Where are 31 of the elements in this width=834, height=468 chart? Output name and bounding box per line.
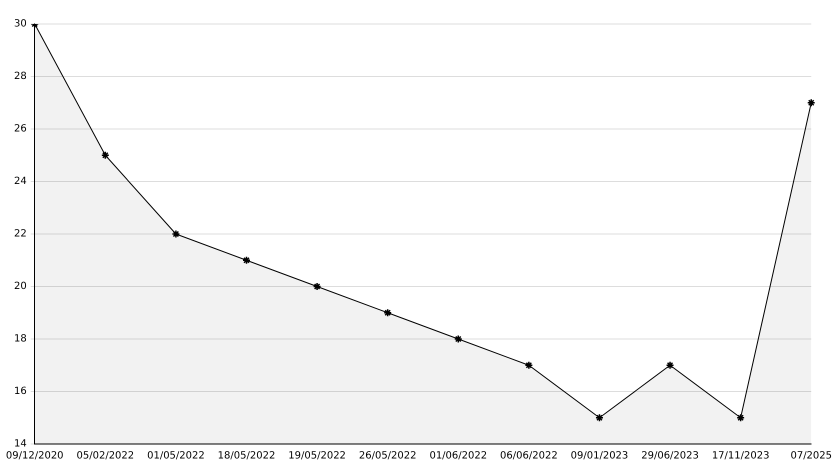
x-tick-label: 29/06/2023: [641, 450, 699, 462]
point: [101, 151, 110, 160]
point: [595, 414, 604, 422]
y-tick-label: 14: [14, 438, 27, 450]
y-tick-label: 30: [14, 18, 27, 30]
x-tick-label: 06/06/2022: [500, 450, 558, 462]
point: [454, 334, 463, 344]
point: [736, 414, 745, 422]
point: [172, 230, 180, 238]
point: [524, 361, 534, 370]
y-tick-label: 22: [14, 228, 27, 240]
x-tick-label: 26/05/2022: [358, 450, 416, 462]
y-tick-label: 28: [14, 71, 27, 82]
point: [666, 361, 674, 370]
x-tick-label: 09/12/2020: [6, 450, 64, 462]
x-tick-label: 01/05/2022: [147, 450, 205, 462]
x-tick-label: 05/02/2022: [76, 450, 134, 462]
x-tick-label: 07/2025: [790, 450, 832, 462]
y-tick-label: 26: [14, 124, 27, 135]
x-tick-label: 19/05/2022: [288, 450, 346, 462]
x-tick-label: 18/05/2022: [218, 450, 276, 462]
point: [242, 256, 251, 264]
y-tick-label: 16: [14, 386, 27, 398]
point: [383, 308, 392, 317]
x-tick-label: 09/01/2023: [570, 450, 628, 462]
y-tick-label: 20: [14, 281, 27, 292]
x-tick-label: 01/06/2022: [429, 450, 488, 462]
x-tick-label: 17/11/2023: [712, 450, 770, 462]
point: [312, 282, 322, 291]
y-tick-label: 18: [14, 334, 27, 345]
y-tick-label: 24: [14, 176, 27, 188]
